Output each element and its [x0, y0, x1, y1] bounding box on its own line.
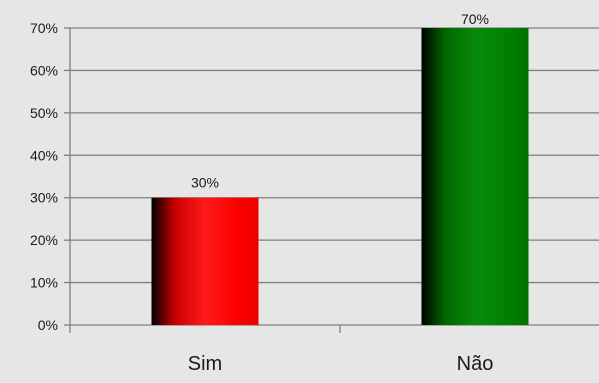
- x-category-label: Sim: [188, 353, 222, 375]
- labels: 0% 10% 20% 30% 40% 50% 60% 70% 30% Sim 70% Não: [30, 11, 493, 375]
- y-tick-label: 20%: [30, 232, 58, 248]
- data-label: 30%: [191, 175, 219, 191]
- bar-nao: [421, 28, 529, 325]
- y-tick-label: 60%: [30, 62, 58, 78]
- data-label: 70%: [461, 11, 489, 27]
- y-tick-label: 10%: [30, 275, 58, 291]
- y-tick-label: 0%: [38, 317, 58, 333]
- bar-sim: [151, 197, 259, 325]
- bars: [151, 28, 529, 325]
- y-tick-label: 30%: [30, 190, 58, 206]
- y-tick-label: 50%: [30, 105, 58, 121]
- x-category-label: Não: [457, 353, 494, 375]
- y-tick-label: 40%: [30, 147, 58, 163]
- y-tick-label: 70%: [30, 20, 58, 36]
